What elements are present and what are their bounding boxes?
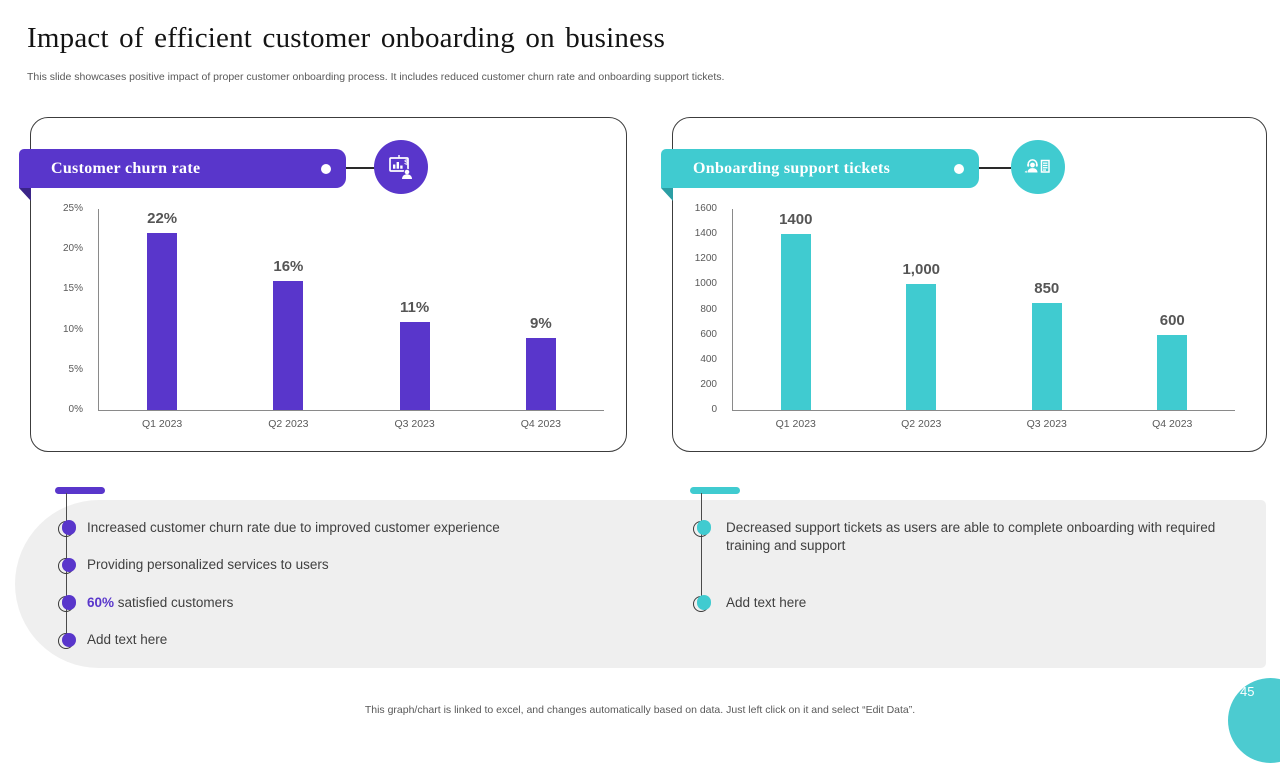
bar[interactable]: [525, 337, 556, 410]
bar-group: 600 Q4 2023: [1110, 209, 1236, 430]
y-axis-tick-label: 1000: [694, 278, 717, 290]
y-axis: 0% 5% 10% 15% 20% 25%: [47, 203, 91, 415]
bullet-icon: [57, 632, 77, 650]
y-axis-tick-label: 800: [700, 303, 717, 315]
tickets-ribbon: Onboarding support tickets: [661, 149, 979, 188]
plot-area: 22% Q1 2023 16% Q2 2023 11% Q3 2023 9% Q4 2023: [99, 209, 604, 430]
y-axis-tick-label: 400: [700, 353, 717, 365]
bar-value-label: 850: [1034, 280, 1060, 298]
bar-group: 11% Q3 2023: [352, 209, 478, 430]
tickets-card: Onboarding support tickets 0 200 400 600 800…: [661, 117, 1267, 452]
x-axis-category-label: Q1 2023: [141, 418, 183, 430]
note-text[interactable]: Add text here: [87, 632, 168, 647]
x-axis-category-label: Q3 2023: [394, 418, 435, 430]
support-ticket-icon: [1024, 159, 1050, 173]
note-text: Providing personalized services to users: [87, 557, 329, 572]
tickets-ribbon-title: Onboarding support tickets: [693, 159, 891, 177]
connector-line: [346, 167, 376, 169]
plot-area: 1400 Q1 2023 1,000 Q2 2023 850 Q3 2023 600 Q4 2…: [733, 209, 1236, 430]
x-axis-category-label: Q4 2023: [520, 418, 562, 430]
ribbon-fold: [661, 188, 673, 201]
bullet-icon: [57, 594, 77, 612]
x-axis-category-label: Q1 2023: [775, 418, 816, 430]
churn-card: Customer churn rate $ 0% 5% 10% 15% 20% 25% 2…: [19, 117, 627, 452]
bar[interactable]: [399, 321, 430, 410]
note-text: Decreased support tickets as users are a…: [726, 519, 1216, 554]
y-axis: 0 200 400 600 800 1000 1200 1400 1600: [681, 203, 725, 415]
y-axis-tick-label: 200: [700, 378, 717, 390]
notes-panel: [15, 500, 1266, 668]
right-notes-accent-dash: [690, 487, 740, 494]
bar-group: 16% Q2 2023: [225, 209, 351, 430]
x-axis-category-label: Q2 2023: [268, 418, 309, 430]
bar-value-label: 9%: [530, 314, 552, 332]
bar-group: 1400 Q1 2023: [733, 209, 859, 430]
x-axis-category-label: Q3 2023: [1026, 418, 1067, 430]
y-axis-tick-label: 600: [700, 328, 717, 340]
bar-group: 850 Q3 2023: [984, 209, 1110, 430]
bar-value-label: 600: [1159, 311, 1185, 329]
ribbon-dot: [954, 163, 964, 174]
bar-value-label: 1,000: [902, 261, 941, 279]
left-notes-accent-dash: [55, 487, 105, 494]
bar-value-label: 11%: [400, 298, 430, 316]
svg-text:$: $: [404, 158, 409, 167]
bar[interactable]: [906, 284, 937, 410]
y-axis-tick-label: 1400: [694, 228, 717, 240]
bullet-disc: [696, 520, 711, 535]
churn-icon-badge: $: [374, 140, 428, 194]
ribbon-dot: [321, 163, 331, 174]
bar[interactable]: [1031, 303, 1062, 410]
bar-group: 22% Q1 2023: [99, 209, 225, 430]
bullet-icon: [692, 519, 712, 537]
bar[interactable]: [1157, 334, 1188, 410]
page-number: 45: [1240, 684, 1255, 699]
x-axis-category-label: Q4 2023: [1152, 418, 1193, 430]
tickets-bar-chart[interactable]: 0 200 400 600 800 1000 1200 1400 1600 1400 Q1 202…: [695, 203, 1236, 430]
y-axis-tick-label: 1200: [694, 253, 717, 265]
y-axis-tick-label: 25%: [62, 203, 83, 214]
y-axis-tick-label: 15%: [62, 283, 83, 295]
bullet-disc: [696, 595, 711, 610]
note-text: Increased customer churn rate due to imp…: [87, 519, 500, 535]
bullet-icon: [57, 519, 77, 537]
bullet-disc: [61, 557, 76, 573]
y-axis-tick-label: 5%: [68, 363, 83, 375]
x-axis-category-label: Q2 2023: [901, 418, 942, 430]
highlight-value: 60%: [87, 594, 115, 610]
tickets-icon-badge: [1011, 140, 1065, 194]
churn-bar-chart[interactable]: 0% 5% 10% 15% 20% 25% 22% Q1 2023 16% Q2 2023 11%…: [63, 203, 604, 430]
slide-subtitle: This slide showcases positive impact of …: [27, 71, 725, 83]
y-axis-tick-label: 1600: [694, 203, 717, 214]
page-number-badge: 45: [1228, 678, 1280, 763]
bar-group: 1,000 Q2 2023: [859, 209, 985, 430]
connector-line: [979, 167, 1011, 169]
bullet-icon: [692, 594, 712, 612]
bullet-disc: [61, 632, 76, 648]
bar-group: 9% Q4 2023: [478, 209, 604, 430]
right-notes-timeline: [701, 493, 702, 603]
bar-value-label: 16%: [273, 258, 304, 276]
y-axis-tick-label: 20%: [62, 243, 83, 255]
churn-ribbon-title: Customer churn rate: [51, 159, 201, 177]
bullet-icon: [57, 557, 77, 575]
bullet-disc: [61, 520, 76, 535]
y-axis-tick-label: 0: [711, 404, 717, 415]
note-text: 60% satisfied customers: [87, 594, 234, 610]
y-axis-tick-label: 10%: [62, 323, 83, 335]
note-text[interactable]: Add text here: [726, 594, 807, 610]
chart-presenter-icon: $: [389, 155, 412, 179]
slide-title: Impact of efficient customer onboarding …: [27, 22, 666, 54]
bar[interactable]: [147, 233, 178, 410]
bar[interactable]: [780, 234, 811, 410]
y-axis-tick-label: 0%: [68, 404, 83, 415]
footer-note: This graph/chart is linked to excel, and…: [364, 704, 916, 716]
ribbon-fold: [19, 188, 31, 201]
churn-ribbon: Customer churn rate: [19, 149, 346, 188]
bar-value-label: 22%: [147, 210, 178, 228]
bar[interactable]: [273, 281, 304, 410]
bar-value-label: 1400: [779, 211, 813, 229]
bullet-disc: [61, 595, 76, 610]
